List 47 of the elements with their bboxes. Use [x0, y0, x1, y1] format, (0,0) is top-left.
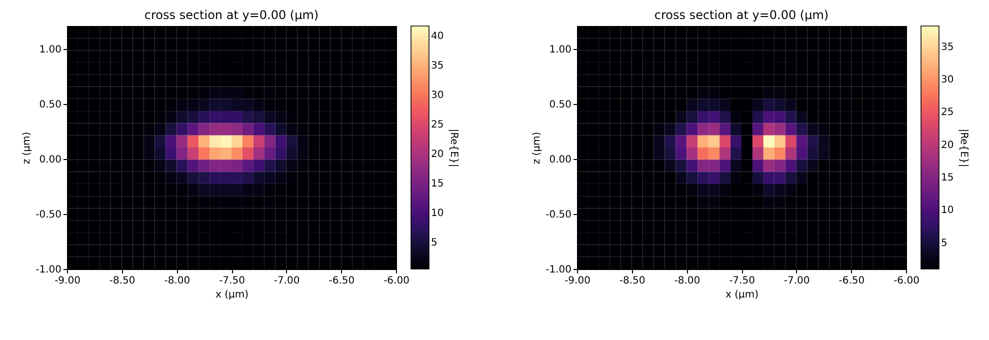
color-bar-label: 20 [941, 140, 954, 151]
x-tick-label: -8.00 [164, 276, 190, 286]
color-bar-label: 35 [941, 42, 954, 53]
y-tick-label: 0.50 [39, 100, 62, 111]
color-bar-label: 30 [941, 74, 954, 86]
y-tick-label: -0.50 [36, 210, 62, 221]
x-tick-label: -6.00 [384, 276, 410, 286]
y-tick-label: 1.00 [549, 44, 572, 56]
chart-title: cross section at y=0.00 (μm) [144, 8, 319, 22]
chart-title: cross section at y=0.00 (μm) [654, 8, 829, 22]
color-bar-label: 15 [941, 172, 954, 184]
x-tick-label: -7.50 [219, 276, 245, 286]
color-bar-label: 15 [431, 178, 444, 190]
x-tick-label: -8.50 [109, 276, 136, 286]
color-bar-label: 25 [941, 107, 954, 118]
y-tick-label: 0.50 [549, 100, 572, 111]
x-axis-title: x (μm) [215, 290, 249, 300]
y-tick-label: 0.00 [549, 154, 572, 166]
y-tick-label: 0.00 [39, 154, 62, 166]
color-bar-title: |Re{E}| [958, 128, 969, 168]
x-tick-label: -9.00 [54, 276, 80, 286]
x-tick-label: -7.00 [274, 276, 300, 286]
color-bar-label: 20 [431, 148, 444, 160]
color-bar-title: |Re{E}| [448, 128, 459, 168]
color-bar-label: 40 [431, 31, 444, 42]
y-tick-label: -1.00 [546, 264, 572, 276]
x-tick-label: -7.50 [729, 276, 755, 286]
x-tick-label: -6.50 [328, 276, 355, 286]
y-tick-label: -1.00 [36, 264, 62, 276]
x-tick-label: -8.00 [674, 276, 700, 286]
color-bar-label: 25 [431, 120, 444, 130]
y-axis-title: z (μm) [532, 132, 543, 164]
x-tick-label: -7.00 [784, 276, 810, 286]
x-tick-label: -6.00 [894, 276, 920, 286]
y-tick-label: 1.00 [39, 44, 62, 56]
color-bar-label: 5 [431, 237, 438, 248]
color-bar-label: 35 [431, 60, 444, 72]
color-bar-label: 10 [941, 205, 954, 216]
y-axis-title: z (μm) [22, 132, 33, 164]
x-tick-label: -6.50 [838, 276, 865, 286]
x-axis-title: x (μm) [725, 290, 759, 300]
y-tick-label: -0.50 [546, 210, 572, 221]
color-bar-label: 5 [941, 238, 948, 249]
color-bar-label: 10 [431, 208, 444, 219]
color-bar-label: 30 [431, 90, 444, 102]
x-tick-label: -8.50 [619, 276, 646, 286]
x-tick-label: -9.00 [564, 276, 590, 286]
